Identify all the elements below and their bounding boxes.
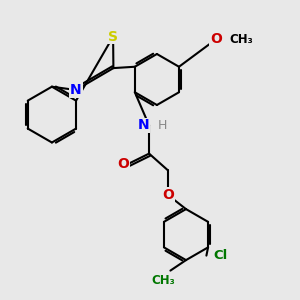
Text: O: O bbox=[117, 157, 129, 170]
Text: CH₃: CH₃ bbox=[152, 274, 176, 287]
Text: CH₃: CH₃ bbox=[230, 33, 253, 46]
Text: O: O bbox=[210, 32, 222, 46]
Text: Cl: Cl bbox=[213, 249, 228, 262]
Text: N: N bbox=[137, 118, 149, 132]
Text: H: H bbox=[157, 119, 167, 132]
Text: N: N bbox=[70, 83, 82, 97]
Text: S: S bbox=[108, 30, 118, 44]
Text: O: O bbox=[162, 188, 174, 202]
